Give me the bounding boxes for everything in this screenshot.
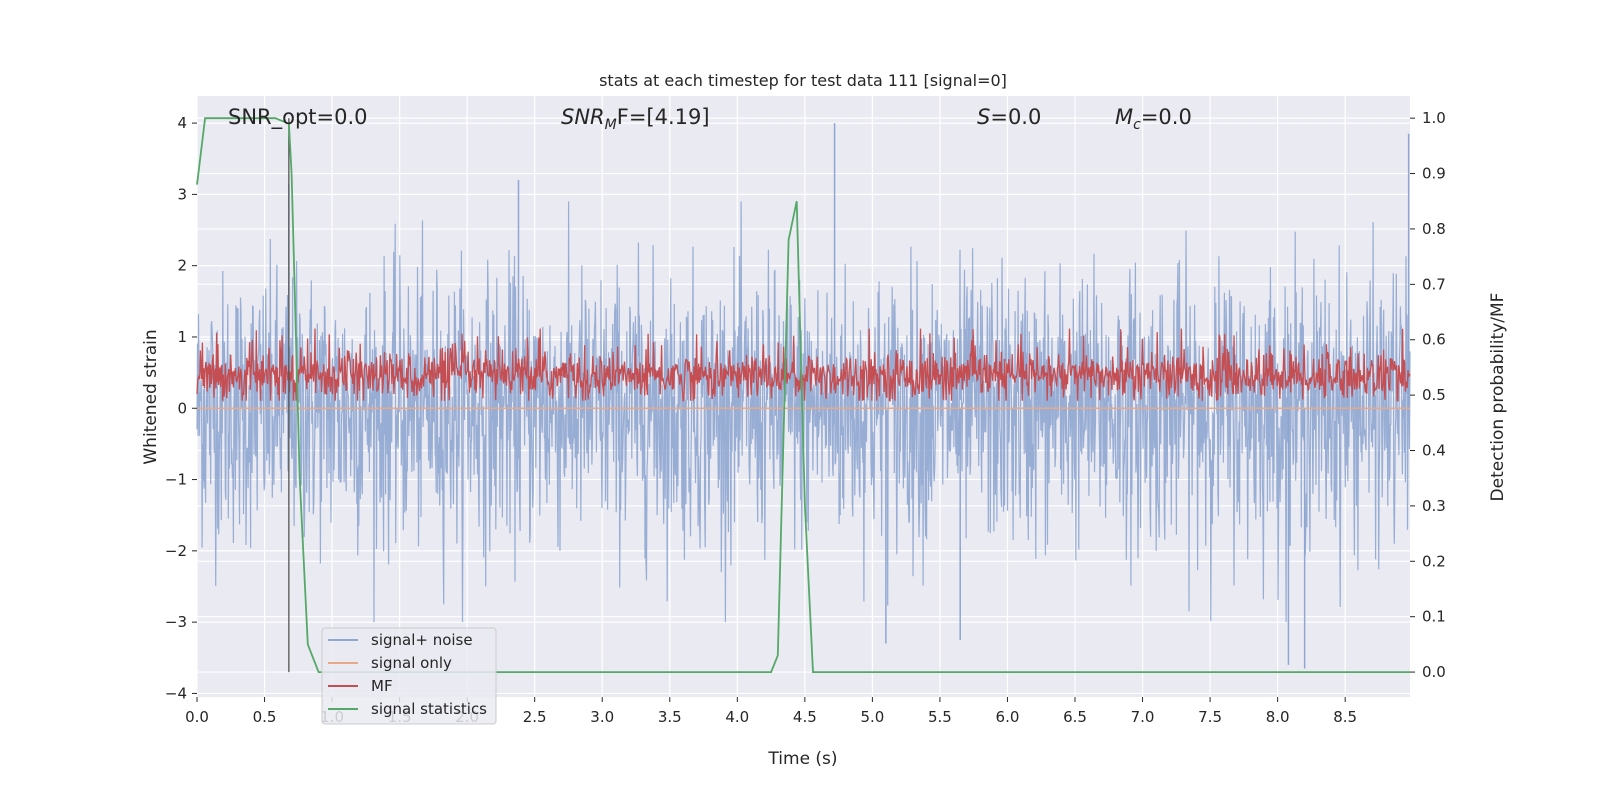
annotation-s-name: S xyxy=(977,105,990,129)
y-left-tick-label: −3 xyxy=(165,613,187,631)
x-tick-label: 7.0 xyxy=(1131,708,1155,726)
y-right-tick-label: 0.1 xyxy=(1422,608,1446,626)
annotation-snr-mf: SNRMF=[4.19] xyxy=(561,105,710,133)
legend-label-mf: MF xyxy=(371,677,393,695)
x-tick-label: 8.5 xyxy=(1333,708,1357,726)
y-axis-right-ticks: 1.0 0.9 0.8 0.7 0.6 0.5 0.4 0.3 0.2 0.1 0.0 xyxy=(1410,109,1446,681)
annotation-snr-opt: SNR_opt=0.0 xyxy=(228,105,368,130)
y-axis-left-label: Whitened strain xyxy=(141,329,161,464)
x-tick-label: 3.0 xyxy=(590,708,614,726)
x-tick-label: 8.0 xyxy=(1266,708,1290,726)
y-left-tick-label: −4 xyxy=(165,684,187,702)
x-tick-label: 2.5 xyxy=(523,708,547,726)
y-right-tick-label: 0.5 xyxy=(1422,386,1446,404)
x-tick-label: 5.0 xyxy=(860,708,884,726)
y-left-tick-label: 1 xyxy=(177,328,187,346)
x-axis-label: Time (s) xyxy=(767,749,837,769)
y-left-tick-label: 0 xyxy=(177,399,187,417)
x-tick-label: 4.0 xyxy=(725,708,749,726)
mf-series xyxy=(196,328,1411,402)
y-right-tick-label: 0.0 xyxy=(1422,663,1446,681)
annotation-mc-name: M xyxy=(1115,105,1133,129)
legend-label-signal-noise: signal+ noise xyxy=(371,631,473,649)
annotation-mc-sub: c xyxy=(1133,117,1141,133)
chart-title: stats at each timestep for test data 111… xyxy=(599,71,1007,90)
y-left-tick-label: 4 xyxy=(177,114,187,132)
annotation-snr-mf-prefix: SNR xyxy=(561,105,605,129)
y-right-tick-label: 0.2 xyxy=(1422,552,1446,570)
y-right-tick-label: 0.8 xyxy=(1422,220,1446,238)
y-axis-left-ticks: 4 3 2 1 0 −1 −2 −3 −4 xyxy=(165,114,197,702)
x-tick-label: 5.5 xyxy=(928,708,952,726)
mf-line xyxy=(196,328,1411,402)
signal-noise-series xyxy=(196,123,1411,669)
x-tick-label: 6.0 xyxy=(996,708,1020,726)
y-axis-right-label: Detection probability/MF xyxy=(1488,293,1508,502)
x-tick-label: 3.5 xyxy=(658,708,682,726)
legend: signal+ noise signal only MF signal stat… xyxy=(321,627,497,725)
y-right-tick-label: 0.9 xyxy=(1422,165,1446,183)
annotation-mc: Mc=0.0 xyxy=(1115,105,1192,133)
annotation-s-value: =0.0 xyxy=(990,105,1041,129)
signal-noise-line xyxy=(196,201,1411,623)
annotation-s: S=0.0 xyxy=(977,105,1041,129)
y-left-tick-label: −2 xyxy=(165,542,187,560)
y-right-tick-label: 1.0 xyxy=(1422,109,1446,127)
x-tick-label: 0.0 xyxy=(185,708,209,726)
y-right-tick-label: 0.3 xyxy=(1422,497,1446,515)
annotation-mc-value: =0.0 xyxy=(1141,105,1192,129)
y-left-tick-label: 3 xyxy=(177,185,187,203)
y-right-tick-label: 0.4 xyxy=(1422,442,1446,460)
x-tick-label: 7.5 xyxy=(1198,708,1222,726)
y-left-tick-label: 2 xyxy=(177,257,187,275)
legend-label-signal-only: signal only xyxy=(371,654,452,672)
annotation-snr-mf-sub: M xyxy=(605,117,617,133)
legend-label-signal-statistics: signal statistics xyxy=(371,700,487,718)
x-tick-label: 6.5 xyxy=(1063,708,1087,726)
y-left-tick-label: −1 xyxy=(165,471,187,489)
y-right-tick-label: 0.6 xyxy=(1422,331,1446,349)
x-tick-label: 0.5 xyxy=(253,708,277,726)
x-tick-label: 4.5 xyxy=(793,708,817,726)
y-right-tick-label: 0.7 xyxy=(1422,275,1446,293)
annotation-snr-mf-suffix: F=[4.19] xyxy=(617,105,710,129)
legend-box xyxy=(321,627,497,725)
